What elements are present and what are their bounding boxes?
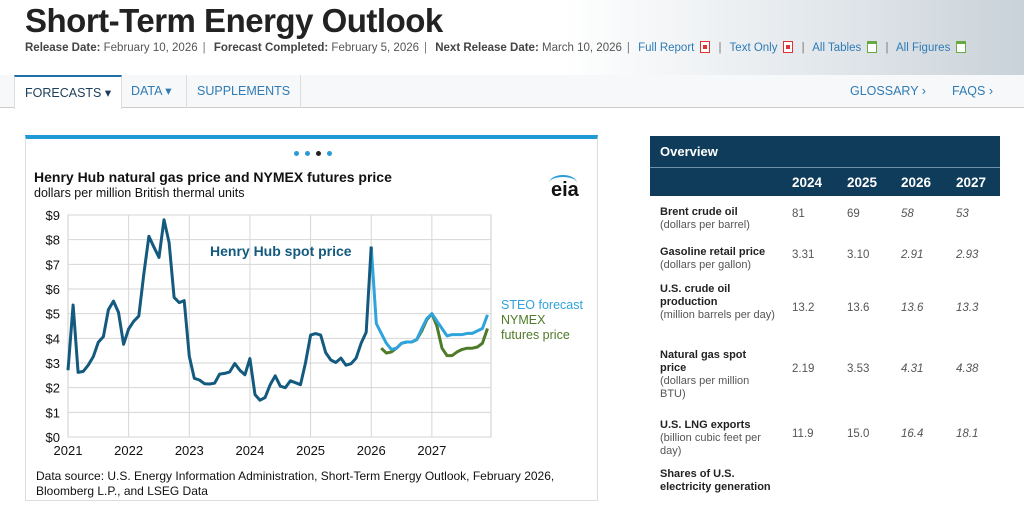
nav-glossary[interactable]: GLOSSARY › — [850, 84, 926, 98]
y-tick-label: $9 — [46, 208, 60, 223]
row-value: 58 — [901, 208, 914, 220]
all-tables-link[interactable]: All Tables — [812, 42, 862, 54]
y-tick-label: $4 — [46, 331, 60, 346]
row-value: 13.3 — [956, 302, 979, 314]
carousel-dot[interactable] — [327, 151, 332, 156]
x-tick-label: 2022 — [114, 443, 143, 458]
release-info: Release Date: February 10, 2026 | Forecas… — [25, 41, 967, 54]
x-tick-label: 2023 — [175, 443, 204, 458]
y-tick-label: $8 — [46, 233, 60, 248]
year-header: 2026 — [901, 175, 932, 190]
carousel-dots[interactable] — [291, 151, 335, 156]
release-date: February 10, 2026 — [103, 42, 198, 54]
completed-date: February 5, 2026 — [331, 42, 420, 54]
year-header: 2027 — [956, 175, 987, 190]
row-label: U.S. LNG exports (billion cubic feet per … — [660, 419, 761, 457]
year-header: 2025 — [847, 175, 878, 190]
page-title: Short-Term Energy Outlook — [25, 2, 443, 39]
overview-title: Overview — [650, 136, 1000, 168]
row-value: 3.10 — [847, 249, 870, 261]
row-label: Shares of U.S. electricity generation — [660, 468, 771, 493]
pdf-icon[interactable] — [783, 41, 794, 53]
next-release-date: March 10, 2026 — [541, 42, 622, 54]
main-nav: FORECASTS ▾ DATA ▾ SUPPLEMENTS GLOSSARY … — [0, 75, 1024, 109]
full-report-link[interactable]: Full Report — [638, 42, 695, 54]
chart-card: Henry Hub natural gas price and NYMEX fu… — [25, 135, 598, 501]
series-line-steo-forecast — [369, 246, 489, 351]
y-tick-label: $5 — [46, 307, 60, 322]
spreadsheet-icon[interactable] — [867, 41, 878, 53]
row-value: 69 — [847, 208, 860, 220]
nav-forecasts[interactable]: FORECASTS ▾ — [14, 75, 123, 109]
y-tick-label: $6 — [46, 282, 60, 297]
spreadsheet-icon[interactable] — [956, 41, 967, 53]
x-tick-label: 2026 — [357, 443, 386, 458]
x-tick-label: 2025 — [296, 443, 325, 458]
y-tick-label: $2 — [46, 381, 60, 396]
row-value: 3.53 — [847, 363, 870, 375]
chart-subtitle: dollars per million British thermal unit… — [34, 186, 245, 200]
x-tick-label: 2027 — [417, 443, 446, 458]
y-tick-label: $3 — [46, 356, 60, 371]
overview-table: Overview 2024 2025 2026 2027 Brent crude… — [650, 136, 1000, 493]
row-value: 16.4 — [901, 428, 924, 440]
row-value: 18.1 — [956, 428, 979, 440]
all-figures-link[interactable]: All Figures — [896, 42, 951, 54]
row-value: 4.31 — [901, 363, 924, 375]
chart-source: Data source: U.S. Energy Information Adm… — [36, 469, 555, 498]
row-value: 13.6 — [847, 302, 870, 314]
row-label: Brent crude oil (dollars per barrel) — [660, 206, 750, 231]
row-value: 15.0 — [847, 428, 870, 440]
row-value: 4.38 — [956, 363, 979, 375]
carousel-dot[interactable] — [316, 151, 321, 156]
nav-supplements[interactable]: SUPPLEMENTS — [186, 75, 302, 108]
y-tick-label: $1 — [46, 405, 60, 420]
nav-data[interactable]: DATA ▾ — [131, 84, 172, 98]
row-value: 13.2 — [792, 302, 815, 314]
year-header-row: 2024 2025 2026 2027 — [650, 168, 1000, 196]
row-value: 2.91 — [901, 249, 924, 261]
y-tick-label: $7 — [46, 257, 60, 272]
carousel-dot[interactable] — [305, 151, 310, 156]
y-tick-label: $0 — [46, 430, 60, 445]
chart-annotation: Henry Hub spot price — [210, 243, 352, 259]
row-label: Natural gas spot price (dollars per milli… — [660, 349, 750, 400]
price-chart: $0 $1 $2 $3 $4 $5 $6 $7 $8 $9 2021 2022 2023 2024 2025… — [46, 208, 584, 458]
row-value: 3.31 — [792, 249, 815, 261]
row-value: 2.93 — [956, 249, 979, 261]
row-label: Gasoline retail price (dollars per gallon… — [660, 246, 766, 271]
pdf-icon[interactable] — [700, 41, 711, 53]
x-tick-label: 2021 — [54, 443, 83, 458]
x-tick-label: 2024 — [235, 443, 264, 458]
row-value: 13.6 — [901, 302, 924, 314]
carousel-dot[interactable] — [294, 151, 299, 156]
row-value: 53 — [956, 208, 969, 220]
text-only-link[interactable]: Text Only — [729, 42, 778, 54]
chart-annotation: STEO forecast — [501, 298, 583, 312]
site-header: Short-Term Energy Outlook Release Date: … — [0, 0, 1024, 75]
eia-logo: eia — [549, 175, 579, 201]
chart-title: Henry Hub natural gas price and NYMEX fu… — [34, 169, 392, 185]
row-label: U.S. crude oil production (million barrel… — [660, 283, 775, 321]
row-value: 2.19 — [792, 363, 815, 375]
year-header: 2024 — [792, 175, 823, 190]
nav-faqs[interactable]: FAQS › — [952, 84, 993, 98]
series-line-henry-hub-spot-price — [66, 218, 373, 402]
row-value: 81 — [792, 208, 805, 220]
chart-annotation: NYMEX futures price — [501, 313, 570, 342]
row-value: 11.9 — [792, 428, 814, 440]
